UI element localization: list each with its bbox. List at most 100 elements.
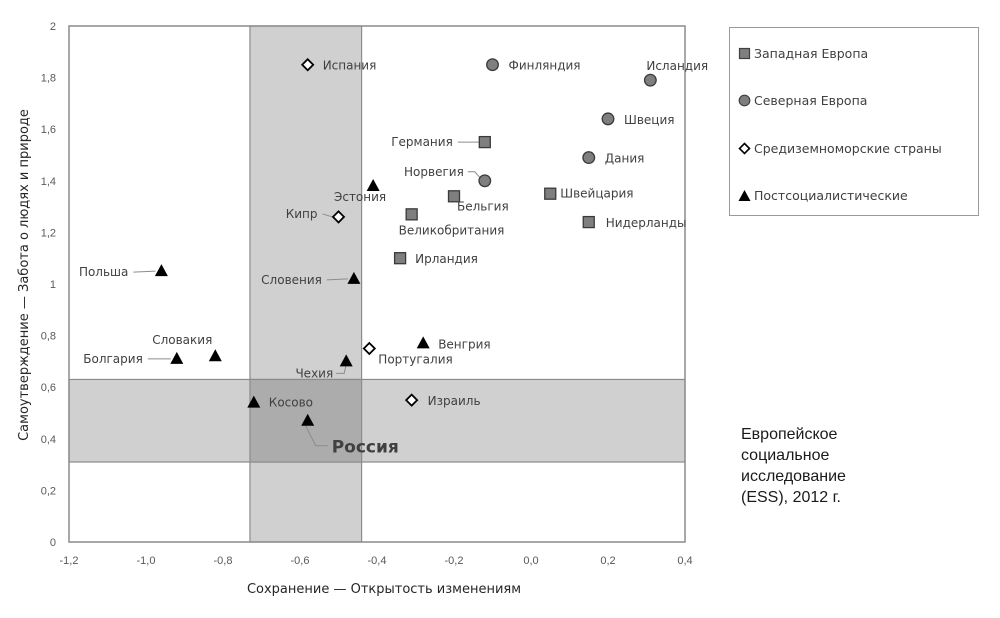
point-label: Испания [323,59,377,73]
point-label: Кипр [286,207,318,221]
leader-line [326,278,348,281]
diamond-marker [300,57,315,72]
point-label: Венгрия [438,337,490,351]
plot-frame [68,25,686,543]
point-label: Чехия [295,366,333,380]
point-label: Польша [79,265,128,279]
circle-marker [582,151,596,165]
triangle-marker [208,349,222,362]
data-points [154,57,657,426]
legend-item-mediterranean: Средиземноморские страны [738,138,942,158]
leader-line [467,171,483,181]
x-tick-label: 0,4 [677,555,692,567]
annotation-line: (ESS), 2012 г. [741,489,841,506]
circle-marker [486,58,499,72]
point-label: Португалия [378,353,452,367]
point-labels: Германия Бельгия Швейцария Великобритания Ни… [79,59,708,458]
leader-line [336,364,347,374]
point-label: Швейцария [560,187,633,201]
circle-marker [643,73,657,87]
plot-area [69,26,685,542]
legend-item-postsocialist: Постсоциалистические [738,185,908,205]
x-tick-label: -0,2 [445,555,464,567]
triangle-marker-icon [738,189,751,201]
legend: Западная Европа Северная Европа Средизем… [729,27,979,216]
point-label: Словакия [152,333,212,347]
leader-line [133,270,156,273]
y-tick-label: 0,4 [41,434,56,446]
x-tick-label: 0,2 [600,555,615,567]
y-tick-label: 0,6 [41,382,56,394]
triangle-marker [247,395,261,408]
x-axis-ticks: -1,2 -1,0 -0,8 -0,6 -0,4 -0,2 0,0 0,2 0,4 [60,555,693,567]
point-label: Исландия [646,59,708,73]
legend-item-northern-europe: Северная Европа [738,90,867,110]
point-label: Израиль [428,394,481,408]
triangle-marker [347,271,361,284]
circle-marker-icon [738,94,751,106]
legend-label: Северная Европа [754,92,868,108]
diamond-marker [331,210,346,224]
x-tick-label: -0,8 [214,555,233,567]
triangle-marker [154,264,168,277]
leader-lines [133,141,483,447]
point-label: Германия [391,135,453,149]
point-label: Эстония [334,190,386,204]
plot-background [69,26,685,542]
legend-label: Постсоциалистические [754,187,908,203]
annotation-line: исследование [741,468,846,485]
circle-marker [601,112,615,126]
diamond-marker-icon [738,141,751,155]
point-label: Болгария [83,352,143,366]
legend-label: Средиземноморские страны [754,140,942,156]
point-label: Ирландия [415,252,478,266]
x-tick-label: -1,2 [60,555,79,567]
point-label: Великобритания [399,223,505,237]
point-label: Швеция [624,113,674,127]
source-annotation: Европейское социальное исследование (ESS… [741,424,941,508]
diamond-marker [404,393,419,407]
legend-label: Западная Европа [754,45,869,61]
x-axis-title: Сохранение — Открытость изменениям [247,582,521,597]
y-tick-label: 0 [50,537,56,549]
y-tick-label: 2 [50,21,56,33]
point-label: Косово [269,396,313,410]
leader-line [305,425,328,447]
y-tick-label: 0,2 [41,485,56,497]
point-label: Дания [605,152,645,166]
annotation-line: Европейское [741,426,838,443]
square-marker [544,187,557,200]
point-label: Нидерланды [606,216,687,230]
circle-marker [478,174,492,188]
triangle-marker [170,351,184,364]
square-marker [447,190,461,203]
leader-line [322,213,333,218]
square-marker-icon [738,47,751,59]
x-tick-label: -1,0 [137,555,156,567]
triangle-marker [301,413,315,426]
y-tick-label: 1,2 [41,227,56,239]
y-tick-label: 1 [50,279,56,291]
x-tick-label: -0,6 [291,555,310,567]
point-label: Бельгия [457,199,509,213]
x-tick-label: -0,4 [368,555,387,567]
annotation-line: социальное [741,447,830,464]
triangle-marker [366,178,380,191]
y-axis-title: Самоутверждение — Забота о людях и приро… [17,109,32,441]
y-axis-ticks: 0 0,2 0,4 0,6 0,8 1 1,2 1,4 1,6 1,8 2 [41,21,56,549]
x-tick-label: 0,0 [523,555,538,567]
square-marker [582,215,595,229]
square-marker [405,208,418,221]
horizontal-band [68,378,686,463]
point-label: Финляндия [509,59,581,73]
diamond-marker [362,341,377,356]
y-tick-label: 0,8 [41,331,56,343]
point-label: Норвегия [404,165,464,179]
triangle-marker [339,354,353,367]
square-marker [478,135,491,149]
y-tick-label: 1,6 [41,124,56,136]
triangle-marker [416,336,430,349]
highlight-bands [68,25,686,543]
y-tick-label: 1,4 [41,176,56,188]
